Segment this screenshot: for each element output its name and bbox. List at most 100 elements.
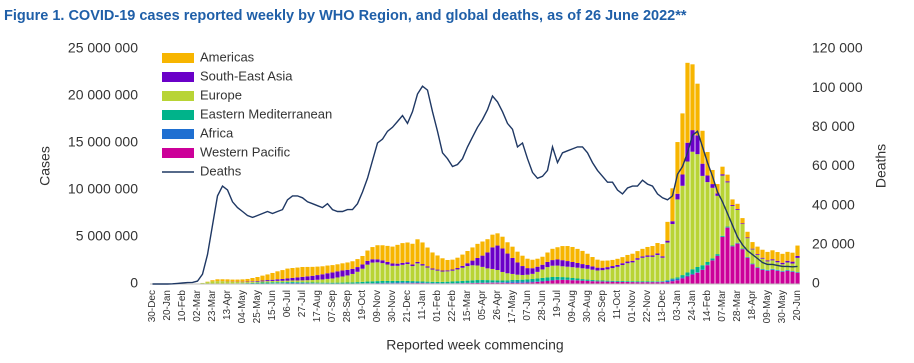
bar-segment <box>420 264 425 266</box>
bar-segment <box>550 280 555 284</box>
bar-segment <box>600 267 605 271</box>
bar-segment <box>735 208 740 210</box>
bar-segment <box>630 262 635 282</box>
bar-segment <box>670 188 675 222</box>
bar-segment <box>740 218 745 224</box>
bar-segment <box>415 281 420 283</box>
bar-segment <box>650 255 655 257</box>
bar-segment <box>510 280 515 282</box>
bar-segment <box>270 272 275 280</box>
bar-segment <box>465 263 470 267</box>
bar-segment <box>525 282 530 284</box>
bar-segment <box>205 282 210 284</box>
bar-segment <box>675 142 680 194</box>
bar-segment <box>695 154 700 267</box>
bar-segment <box>480 266 485 281</box>
bar-segment <box>515 262 520 275</box>
bar-segment <box>355 271 360 283</box>
bar-segment <box>570 280 575 284</box>
bar-segment <box>750 264 755 284</box>
bar-segment <box>705 175 710 183</box>
x-tick-label: 18-Apr <box>747 289 758 320</box>
bar-segment <box>345 282 350 284</box>
bar-segment <box>645 282 650 284</box>
bar-segment <box>350 261 355 269</box>
bar-segment <box>375 281 380 284</box>
bar-segment <box>260 281 265 283</box>
bar-segment <box>735 243 740 284</box>
bar-segment <box>610 268 615 281</box>
bar-segment <box>570 262 575 268</box>
x-tick-label: 03-Jan <box>672 290 683 321</box>
bar-segment <box>605 260 610 268</box>
y2-tick-label: 80 000 <box>812 118 855 134</box>
bar-segment <box>575 278 580 281</box>
bar-segment <box>315 279 320 283</box>
bar-segment <box>655 243 660 254</box>
bar-segment <box>410 264 415 267</box>
bar-segment <box>220 279 225 282</box>
bar-segment <box>520 266 525 275</box>
bar-segment <box>360 264 365 269</box>
bar-segment <box>330 272 335 279</box>
bar-segment <box>385 261 390 265</box>
bar-segment <box>625 261 630 264</box>
bar-segment <box>255 282 260 284</box>
bar-segment <box>715 195 720 255</box>
bar-segment <box>560 279 565 284</box>
bar-segment <box>330 265 335 273</box>
x-tick-label: 01-Feb <box>432 290 443 322</box>
bar-segment <box>525 279 530 282</box>
bar-segment <box>580 268 585 280</box>
bar-segment <box>505 281 510 283</box>
bar-segment <box>515 279 520 282</box>
bar-segment <box>415 261 420 264</box>
bar-segment <box>225 281 230 284</box>
bar-segment <box>665 280 670 283</box>
bar-segment <box>390 246 395 264</box>
y-axis-title: Cases <box>37 146 53 186</box>
bar-segment <box>760 258 765 270</box>
bar-segment <box>295 277 300 281</box>
bar-segment <box>430 269 435 282</box>
bar-segment <box>245 283 250 284</box>
bar-segment <box>670 278 675 280</box>
x-tick-label: 09-May <box>762 290 773 323</box>
bar-segment <box>530 281 535 283</box>
bar-segment <box>260 275 265 281</box>
bar-segment <box>405 262 410 265</box>
y-tick-label: 5 000 000 <box>76 228 138 244</box>
bar-segment <box>530 273 535 280</box>
bar-segment <box>235 282 240 284</box>
bar-segment <box>605 281 610 284</box>
bar-segment <box>625 263 630 282</box>
x-tick-label: 15-Mar <box>462 289 473 321</box>
bar-segment <box>595 259 600 268</box>
y2-tick-label: 0 <box>812 275 820 291</box>
bar-segment <box>485 268 490 281</box>
bar-segment <box>770 259 775 261</box>
x-tick-label: 23-Mar <box>207 289 218 321</box>
bar-segment <box>690 269 695 274</box>
bar-segment <box>410 281 415 283</box>
x-tick-label: 09-Nov <box>372 290 383 322</box>
bar-segment <box>710 187 715 259</box>
bar-segment <box>580 280 585 284</box>
bar-segment <box>625 281 630 282</box>
x-tick-label: 17-May <box>507 290 518 323</box>
bar-segment <box>430 268 435 270</box>
bar-segment <box>635 282 640 284</box>
bar-segment <box>305 266 310 277</box>
bar-segment <box>600 280 605 282</box>
y2-axis-title: Deaths <box>873 144 889 188</box>
bar-segment <box>405 242 410 263</box>
bar-segment <box>780 253 785 263</box>
bar-segment <box>290 282 295 283</box>
bar-segment <box>745 237 750 239</box>
bar-segment <box>210 281 215 284</box>
bar-segment <box>680 277 685 279</box>
bar-segment <box>670 221 675 225</box>
bar-segment <box>450 259 455 270</box>
bar-segment <box>660 256 665 258</box>
bar-segment <box>585 268 590 280</box>
